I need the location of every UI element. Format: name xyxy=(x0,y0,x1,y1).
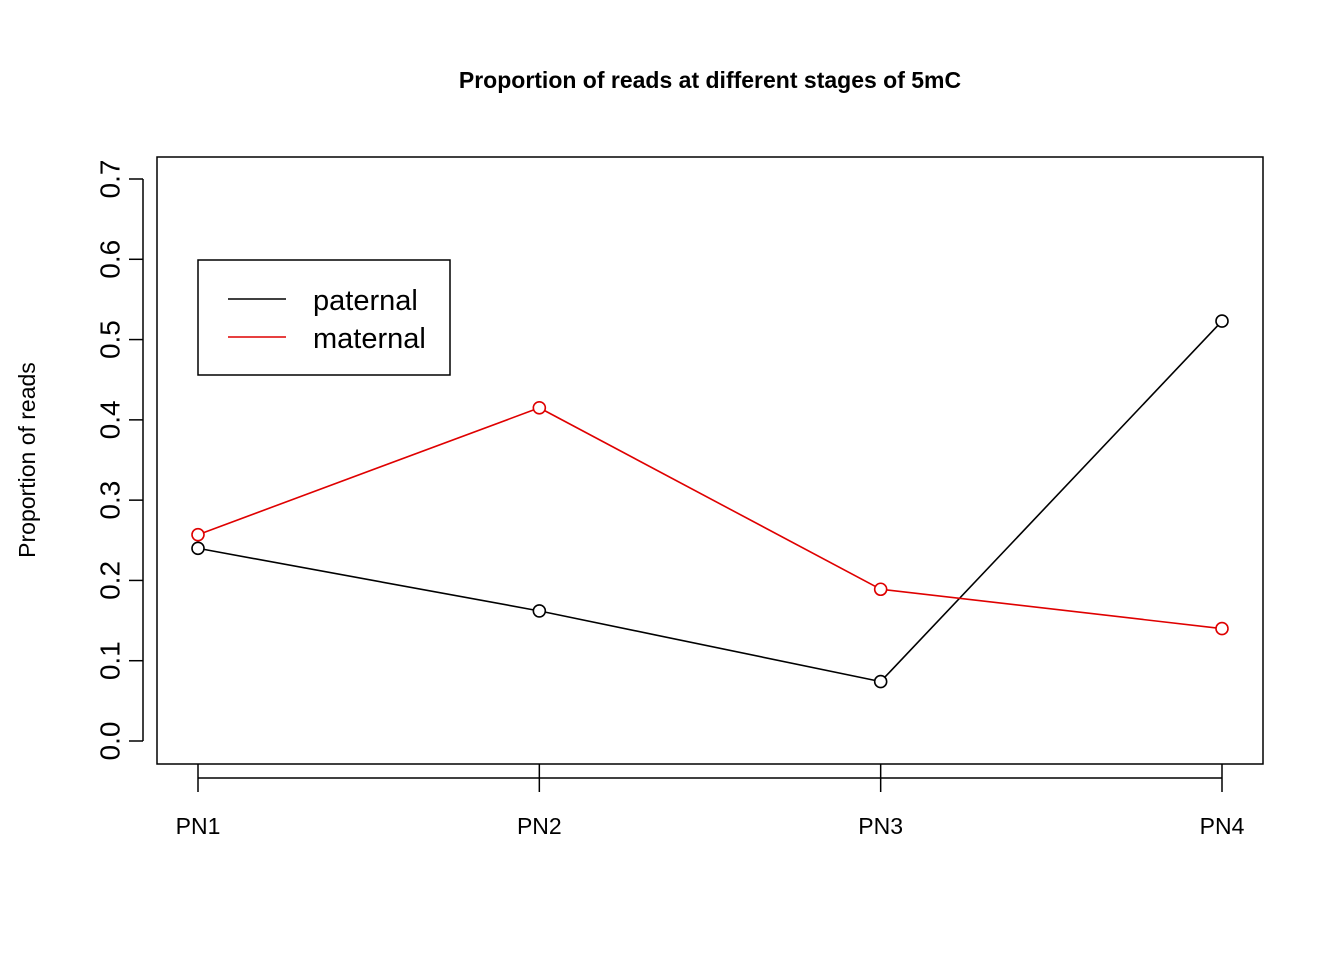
series-line-segment xyxy=(545,611,875,682)
legend-label-paternal: paternal xyxy=(313,285,418,317)
series-line-segment xyxy=(203,409,534,534)
data-point xyxy=(191,541,205,556)
y-tick-label: 0.4 xyxy=(94,400,125,439)
data-point xyxy=(191,527,205,542)
series-maternal xyxy=(191,401,1229,636)
series-line-segment xyxy=(884,324,1219,678)
y-tick-label: 0.0 xyxy=(94,722,125,761)
data-point xyxy=(1215,314,1229,328)
x-tick-label: PN3 xyxy=(858,813,903,839)
x-tick-label: PN2 xyxy=(517,813,562,839)
y-tick-label: 0.5 xyxy=(94,320,125,359)
legend: paternal maternal xyxy=(197,259,451,376)
series-line-segment xyxy=(544,409,876,588)
series-paternal xyxy=(191,314,1229,689)
data-point xyxy=(1215,621,1229,636)
y-tick-label: 0.2 xyxy=(94,561,125,600)
y-tick-label: 0.6 xyxy=(94,240,125,279)
legend-box xyxy=(197,259,451,376)
data-point xyxy=(532,401,547,415)
plot-box xyxy=(156,156,1264,765)
y-tick-label: 0.3 xyxy=(94,481,125,520)
data-point xyxy=(873,582,888,597)
series-layer xyxy=(191,314,1229,689)
x-axis: PN1 PN2 PN3 PN4 xyxy=(176,764,1245,839)
y-tick-label: 0.1 xyxy=(94,641,125,680)
x-tick-label: PN4 xyxy=(1200,813,1245,839)
y-axis-label: Proportion of reads xyxy=(14,362,40,558)
data-point xyxy=(532,604,547,618)
y-axis: 0.0 0.1 0.2 0.3 0.4 0.5 0.6 0.7 xyxy=(94,160,144,761)
legend-label-maternal: maternal xyxy=(313,323,426,355)
series-line-segment xyxy=(886,589,1217,629)
chart-title: Proportion of reads at different stages … xyxy=(459,67,961,93)
data-point xyxy=(873,674,888,689)
series-line-segment xyxy=(203,548,534,611)
y-tick-label: 0.7 xyxy=(94,160,125,199)
x-tick-label: PN1 xyxy=(176,813,221,839)
